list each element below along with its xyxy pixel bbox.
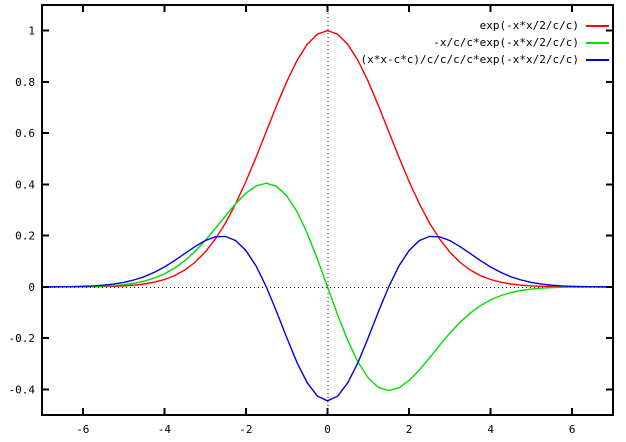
- curve-0: [42, 29, 613, 288]
- svg-text:0: 0: [324, 423, 331, 436]
- y-tick-labels: -0.4 -0.2 0 0.2 0.4 0.6 0.8 1: [9, 25, 36, 397]
- curves: [42, 29, 613, 402]
- svg-text:-0.4: -0.4: [9, 383, 36, 396]
- svg-text:0: 0: [28, 281, 35, 294]
- legend-label: (x*x-c*c)/c/c/c/c*exp(-x*x/2/c/c): [360, 53, 579, 66]
- legend-item: (x*x-c*c)/c/c/c/c*exp(-x*x/2/c/c): [360, 51, 609, 68]
- legend-item: -x/c/c*exp(-x*x/2/c/c): [360, 34, 609, 51]
- curve-1: [42, 182, 613, 392]
- svg-text:0.8: 0.8: [15, 76, 35, 89]
- svg-text:-6: -6: [76, 423, 89, 436]
- legend-label: exp(-x*x/2/c/c): [479, 19, 579, 32]
- svg-text:-4: -4: [158, 423, 172, 436]
- x-tick-labels: -6 -4 -2 0 2 4 6: [76, 423, 575, 436]
- svg-text:2: 2: [406, 423, 413, 436]
- curve-2: [42, 235, 613, 402]
- svg-text:6: 6: [569, 423, 576, 436]
- legend-line-sample: [586, 41, 609, 44]
- svg-text:-0.2: -0.2: [9, 332, 36, 345]
- legend: exp(-x*x/2/c/c) -x/c/c*exp(-x*x/2/c/c) (…: [360, 17, 609, 68]
- legend-line-sample: [586, 58, 609, 61]
- svg-text:0.2: 0.2: [15, 230, 35, 243]
- svg-text:0.4: 0.4: [15, 178, 35, 191]
- zero-axes: [42, 5, 613, 415]
- svg-text:0.6: 0.6: [15, 127, 35, 140]
- svg-text:-2: -2: [239, 423, 252, 436]
- legend-item: exp(-x*x/2/c/c): [360, 17, 609, 34]
- svg-text:1: 1: [28, 25, 35, 38]
- axis-ticks: [42, 5, 613, 415]
- legend-label: -x/c/c*exp(-x*x/2/c/c): [433, 36, 579, 49]
- legend-line-sample: [586, 24, 609, 27]
- svg-text:4: 4: [487, 423, 494, 436]
